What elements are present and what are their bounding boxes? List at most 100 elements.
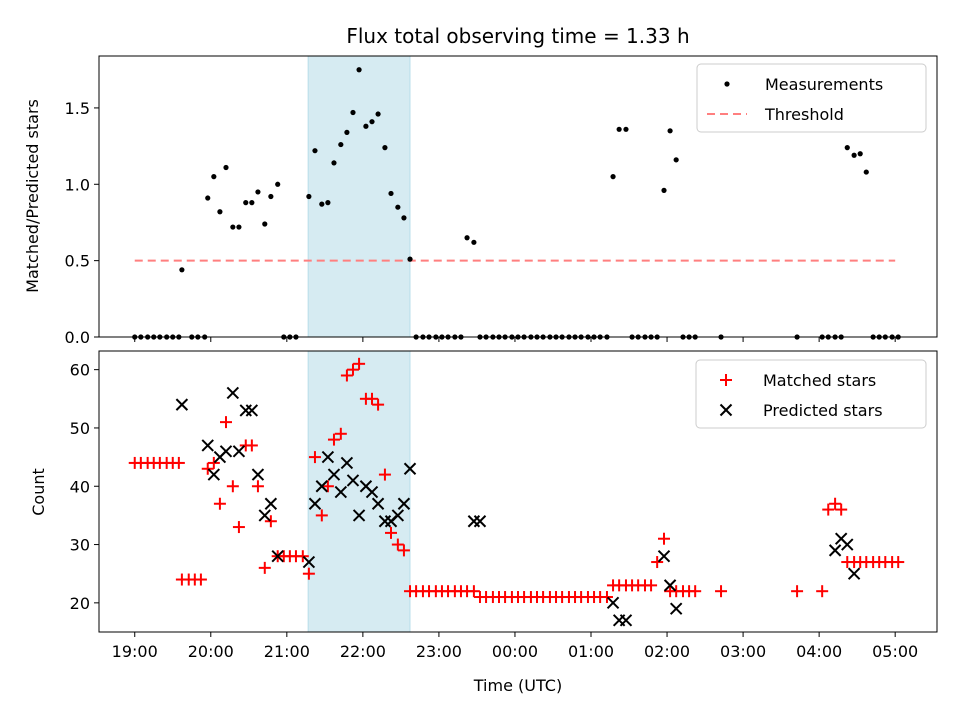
matched-star-point <box>264 515 277 528</box>
measurement-point <box>312 148 318 154</box>
measurement-point <box>863 169 869 175</box>
measurement-point <box>350 109 356 116</box>
measurement-point <box>673 157 679 163</box>
top-ytick-label: 1.0 <box>65 175 90 194</box>
predicted-star-point <box>841 538 854 551</box>
matched-star-point <box>791 585 804 598</box>
legend-matched-label: Matched stars <box>763 371 876 390</box>
measurement-point <box>230 224 236 230</box>
xtick-label: 04:00 <box>796 642 842 661</box>
top-highlight-span <box>307 55 411 338</box>
top-ytick-label: 0.5 <box>65 252 90 271</box>
measurement-point <box>306 193 312 200</box>
matched-star-point <box>346 363 359 376</box>
measurement-point <box>255 189 261 195</box>
measurement-point <box>211 174 217 180</box>
top-legend-box <box>696 63 927 133</box>
measurement-point <box>319 201 325 207</box>
matched-star-point <box>327 433 340 446</box>
matched-star-point <box>308 451 321 464</box>
measurement-point <box>223 164 229 171</box>
legend-measurements-marker <box>724 81 730 87</box>
predicted-star-point <box>226 386 240 400</box>
matched-star-point <box>226 480 239 493</box>
predicted-star-point <box>663 579 677 592</box>
predicted-star-point <box>201 439 214 452</box>
measurement-point <box>375 111 381 117</box>
xtick-label: 01:00 <box>568 642 614 661</box>
predicted-star-point <box>467 515 481 528</box>
x-axis-label: Time (UTC) <box>473 676 562 695</box>
predicted-star-point <box>403 462 417 475</box>
predicted-star-point <box>365 485 379 499</box>
predicted-star-point <box>397 497 411 510</box>
predicted-star-point <box>352 509 366 522</box>
bottom-ytick-label: 60 <box>70 361 90 380</box>
bottom-highlight-span <box>307 350 411 633</box>
predicted-star-point <box>308 497 322 510</box>
xtick-label: 22:00 <box>340 642 386 661</box>
top-panel: 0.0 0.5 1.0 1.5 Matched/Predicted stars Mea… <box>23 55 938 347</box>
xtick-label: 03:00 <box>720 642 766 661</box>
predicted-star-point <box>232 445 246 458</box>
matched-star-point <box>822 503 835 516</box>
measurement-point <box>236 224 242 230</box>
matched-star-point <box>467 585 480 598</box>
measurement-point <box>331 160 337 166</box>
measurement-point <box>661 187 667 193</box>
matched-star-point <box>651 556 664 569</box>
measurement-point <box>179 267 185 273</box>
matched-star-point <box>213 497 226 510</box>
legend-predicted-marker <box>719 403 733 417</box>
bottom-ytick-label: 30 <box>70 536 90 555</box>
measurement-point <box>249 200 255 206</box>
predicted-star-point <box>315 480 329 493</box>
matched-star-point <box>219 416 232 429</box>
matched-star-point <box>385 526 398 539</box>
matched-star-point <box>829 497 842 510</box>
matched-star-point <box>172 456 185 469</box>
legend-matched-marker <box>720 374 732 386</box>
legend-predicted-label: Predicted stars <box>763 401 883 420</box>
predicted-star-point <box>258 509 271 522</box>
measurement-point <box>395 204 401 210</box>
predicted-star-point <box>669 602 683 615</box>
bottom-legend: Matched stars Predicted stars <box>695 359 927 429</box>
matched-star-point <box>397 544 410 557</box>
matched-star-point <box>258 561 271 574</box>
measurement-point <box>407 256 413 262</box>
measurement-point <box>275 181 281 187</box>
bottom-y-axis-label: Count <box>29 468 48 516</box>
predicted-star-point <box>334 485 348 499</box>
xtick-label: 21:00 <box>264 642 310 661</box>
measurement-point <box>857 151 863 157</box>
matched-star-point <box>372 398 385 411</box>
matched-star-point <box>207 456 220 469</box>
predicted-star-point <box>251 468 265 481</box>
matched-star-point <box>892 556 905 569</box>
chart-title: Flux total observing time = 1.33 h <box>346 24 689 48</box>
bottom-panel: 20 30 40 50 60 19:00 20:00 21:00 22:00 23:00 00:0… <box>29 350 938 695</box>
measurement-point <box>610 174 616 180</box>
measurement-point <box>217 209 223 215</box>
predicted-star-point <box>302 555 316 569</box>
measurement-point <box>205 195 211 201</box>
matched-star-point <box>645 579 658 592</box>
predicted-star-point <box>239 404 252 417</box>
predicted-star-point <box>264 497 278 510</box>
top-axes-frame <box>98 55 938 338</box>
xtick-label: 19:00 <box>112 642 158 661</box>
xtick-label: 00:00 <box>492 642 538 661</box>
predicted-star-point <box>828 544 842 557</box>
bottom-legend-box <box>695 359 927 429</box>
measurement-point <box>388 190 394 197</box>
measurement-point <box>325 200 331 206</box>
matched-star-point <box>378 468 391 481</box>
predicted-star-point <box>340 456 354 470</box>
measurement-point <box>262 221 268 227</box>
predicted-star-point <box>657 550 671 563</box>
predicted-star-point <box>346 474 360 487</box>
top-y-axis-label: Matched/Predicted stars <box>23 99 42 293</box>
matched-star-point <box>296 550 309 563</box>
